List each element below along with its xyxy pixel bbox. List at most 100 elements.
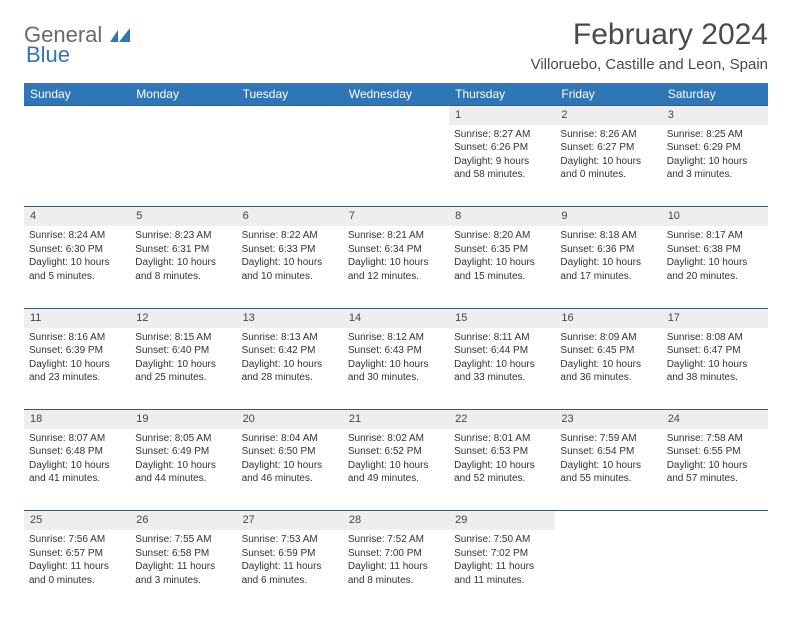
day-number-cell: 3: [662, 106, 768, 125]
day2-text: and 58 minutes.: [454, 168, 550, 182]
day1-text: Daylight: 10 hours: [560, 358, 656, 372]
day-number-cell: 8: [449, 207, 555, 226]
day2-text: and 38 minutes.: [667, 371, 763, 385]
day1-text: Daylight: 10 hours: [454, 256, 550, 270]
header-row: General Blue February 2024 Villoruebo, C…: [24, 18, 768, 73]
day-info-row: Sunrise: 8:07 AMSunset: 6:48 PMDaylight:…: [24, 429, 768, 511]
sunset-text: Sunset: 6:39 PM: [29, 344, 125, 358]
day-number-cell: [237, 106, 343, 125]
day-info-cell: Sunrise: 8:12 AMSunset: 6:43 PMDaylight:…: [343, 328, 449, 410]
day-number-cell: 5: [130, 207, 236, 226]
day2-text: and 20 minutes.: [667, 270, 763, 284]
sunrise-text: Sunrise: 8:21 AM: [348, 229, 444, 243]
sunrise-text: Sunrise: 8:13 AM: [242, 331, 338, 345]
day-info-row: Sunrise: 8:24 AMSunset: 6:30 PMDaylight:…: [24, 226, 768, 308]
day-info-row: Sunrise: 8:27 AMSunset: 6:26 PMDaylight:…: [24, 125, 768, 207]
day-number-cell: [343, 106, 449, 125]
day-number-cell: 28: [343, 511, 449, 530]
day-info-cell: Sunrise: 8:26 AMSunset: 6:27 PMDaylight:…: [555, 125, 661, 207]
day-info-cell: Sunrise: 8:16 AMSunset: 6:39 PMDaylight:…: [24, 328, 130, 410]
day2-text: and 12 minutes.: [348, 270, 444, 284]
day-number-cell: 25: [24, 511, 130, 530]
day-info-cell: Sunrise: 8:25 AMSunset: 6:29 PMDaylight:…: [662, 125, 768, 207]
weekday-header: Sunday: [24, 83, 130, 106]
day-info-cell: Sunrise: 7:59 AMSunset: 6:54 PMDaylight:…: [555, 429, 661, 511]
page-title: February 2024: [531, 18, 768, 52]
day-number-cell: 10: [662, 207, 768, 226]
day-number-cell: 20: [237, 410, 343, 429]
weekday-header: Wednesday: [343, 83, 449, 106]
weekday-header-row: Sunday Monday Tuesday Wednesday Thursday…: [24, 83, 768, 106]
day2-text: and 8 minutes.: [135, 270, 231, 284]
sunset-text: Sunset: 6:52 PM: [348, 445, 444, 459]
sunset-text: Sunset: 6:53 PM: [454, 445, 550, 459]
day-number-cell: [662, 511, 768, 530]
day1-text: Daylight: 10 hours: [135, 358, 231, 372]
day-info-cell: Sunrise: 8:17 AMSunset: 6:38 PMDaylight:…: [662, 226, 768, 308]
day-number-cell: 17: [662, 308, 768, 327]
sunrise-text: Sunrise: 8:11 AM: [454, 331, 550, 345]
day-info-cell: Sunrise: 8:05 AMSunset: 6:49 PMDaylight:…: [130, 429, 236, 511]
sunset-text: Sunset: 6:59 PM: [242, 547, 338, 561]
day-info-cell: Sunrise: 8:09 AMSunset: 6:45 PMDaylight:…: [555, 328, 661, 410]
sunset-text: Sunset: 6:45 PM: [560, 344, 656, 358]
day2-text: and 0 minutes.: [560, 168, 656, 182]
day-number-cell: [555, 511, 661, 530]
day-info-cell: Sunrise: 8:20 AMSunset: 6:35 PMDaylight:…: [449, 226, 555, 308]
weekday-header: Saturday: [662, 83, 768, 106]
day-number-cell: 19: [130, 410, 236, 429]
day1-text: Daylight: 10 hours: [667, 358, 763, 372]
day1-text: Daylight: 10 hours: [242, 358, 338, 372]
sunset-text: Sunset: 6:50 PM: [242, 445, 338, 459]
day-info-cell: Sunrise: 8:18 AMSunset: 6:36 PMDaylight:…: [555, 226, 661, 308]
day-number-cell: 27: [237, 511, 343, 530]
day2-text: and 41 minutes.: [29, 472, 125, 486]
day1-text: Daylight: 10 hours: [454, 459, 550, 473]
day1-text: Daylight: 10 hours: [348, 256, 444, 270]
sunrise-text: Sunrise: 8:17 AM: [667, 229, 763, 243]
sunset-text: Sunset: 6:54 PM: [560, 445, 656, 459]
sunrise-text: Sunrise: 7:53 AM: [242, 533, 338, 547]
day-number-cell: 9: [555, 207, 661, 226]
day-number-row: 18192021222324: [24, 410, 768, 429]
day-number-cell: 1: [449, 106, 555, 125]
sunrise-text: Sunrise: 8:27 AM: [454, 128, 550, 142]
day1-text: Daylight: 10 hours: [29, 256, 125, 270]
day-number-row: 11121314151617: [24, 308, 768, 327]
sunrise-text: Sunrise: 8:25 AM: [667, 128, 763, 142]
day2-text: and 5 minutes.: [29, 270, 125, 284]
sunrise-text: Sunrise: 8:07 AM: [29, 432, 125, 446]
sunset-text: Sunset: 7:02 PM: [454, 547, 550, 561]
sunset-text: Sunset: 6:49 PM: [135, 445, 231, 459]
day-number-cell: 16: [555, 308, 661, 327]
sunrise-text: Sunrise: 8:15 AM: [135, 331, 231, 345]
day-info-cell: Sunrise: 7:52 AMSunset: 7:00 PMDaylight:…: [343, 530, 449, 612]
sunrise-text: Sunrise: 8:08 AM: [667, 331, 763, 345]
day2-text: and 44 minutes.: [135, 472, 231, 486]
sunset-text: Sunset: 6:35 PM: [454, 243, 550, 257]
day-number-cell: 11: [24, 308, 130, 327]
day-number-cell: 2: [555, 106, 661, 125]
logo-flag-icon: [110, 29, 134, 46]
day1-text: Daylight: 10 hours: [667, 155, 763, 169]
day-info-cell: Sunrise: 8:23 AMSunset: 6:31 PMDaylight:…: [130, 226, 236, 308]
day1-text: Daylight: 10 hours: [242, 256, 338, 270]
sunrise-text: Sunrise: 8:02 AM: [348, 432, 444, 446]
sunset-text: Sunset: 6:29 PM: [667, 141, 763, 155]
day1-text: Daylight: 10 hours: [667, 256, 763, 270]
sunset-text: Sunset: 6:40 PM: [135, 344, 231, 358]
day-info-cell: Sunrise: 7:50 AMSunset: 7:02 PMDaylight:…: [449, 530, 555, 612]
sunset-text: Sunset: 6:36 PM: [560, 243, 656, 257]
day-info-cell: Sunrise: 7:58 AMSunset: 6:55 PMDaylight:…: [662, 429, 768, 511]
weekday-header: Friday: [555, 83, 661, 106]
sunrise-text: Sunrise: 7:55 AM: [135, 533, 231, 547]
sunset-text: Sunset: 6:38 PM: [667, 243, 763, 257]
day1-text: Daylight: 10 hours: [29, 358, 125, 372]
sunset-text: Sunset: 7:00 PM: [348, 547, 444, 561]
day-info-cell: Sunrise: 8:15 AMSunset: 6:40 PMDaylight:…: [130, 328, 236, 410]
day2-text: and 3 minutes.: [135, 574, 231, 588]
day1-text: Daylight: 10 hours: [560, 155, 656, 169]
day1-text: Daylight: 11 hours: [135, 560, 231, 574]
title-block: February 2024 Villoruebo, Castille and L…: [531, 18, 768, 73]
day1-text: Daylight: 10 hours: [348, 459, 444, 473]
